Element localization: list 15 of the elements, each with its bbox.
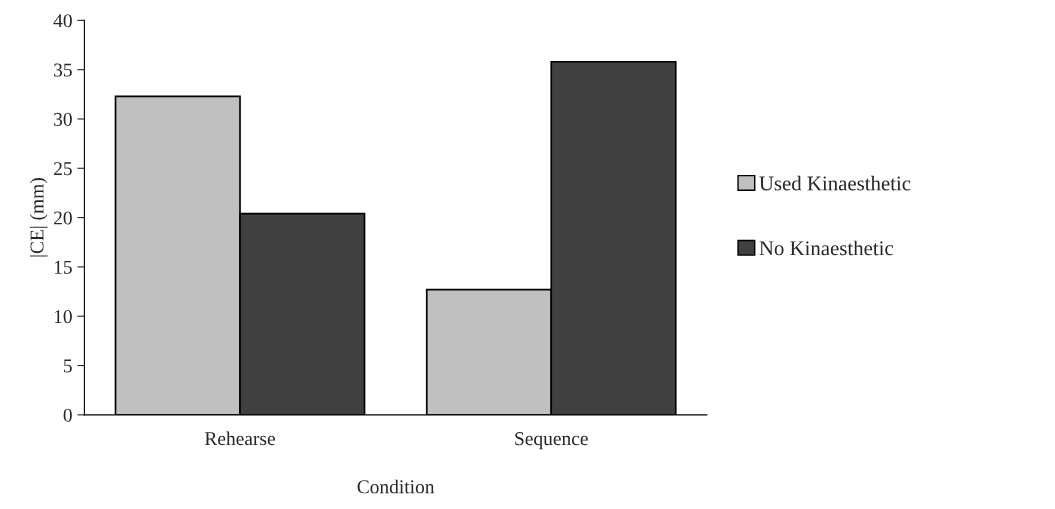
x-axis-title: Condition [357, 479, 435, 494]
y-tick-label: 25 [54, 162, 72, 176]
legend-label: Used Kinaesthetic [759, 175, 911, 191]
legend-label: No Kinaesthetic [759, 240, 894, 256]
y-tick-label: 5 [64, 359, 72, 373]
y-axis-title: |CE| (mm) [29, 178, 48, 257]
x-tick-label: Rehearse [204, 431, 275, 446]
y-tick-label: 10 [54, 310, 72, 324]
y-tick-label: 15 [54, 260, 72, 274]
y-tick-label: 40 [53, 14, 72, 28]
y-tick-label: 30 [54, 112, 72, 126]
y-tick-label: 20 [54, 211, 72, 225]
y-tick-label: 35 [54, 63, 72, 77]
y-tick-label: 0 [63, 408, 72, 422]
x-tick-label: Sequence [515, 432, 588, 450]
